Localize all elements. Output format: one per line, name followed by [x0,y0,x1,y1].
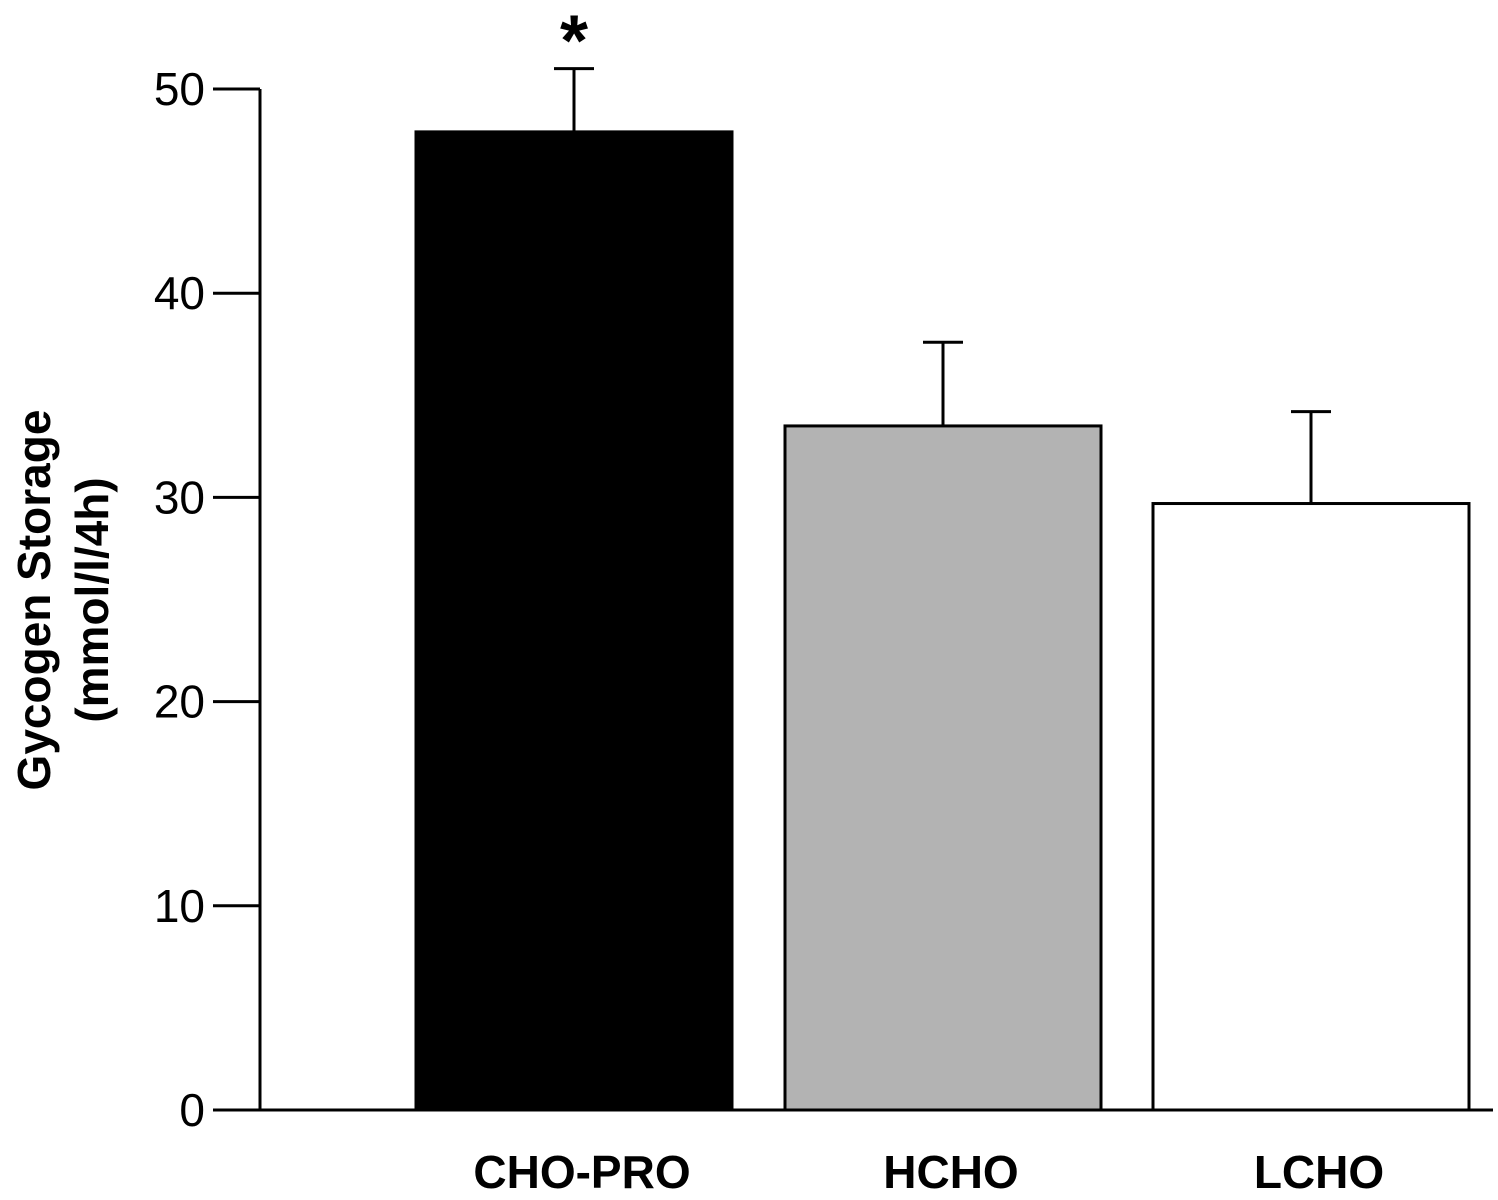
y-tick-label: 0 [179,1084,205,1136]
category-label-lcho: LCHO [1254,1146,1384,1198]
bars [414,130,1471,1112]
y-tick-label: 10 [154,880,205,932]
bar-lcho [1151,502,1471,1112]
category-label-hcho: HCHO [883,1146,1018,1198]
y-axis-label-line2: (mmol/l/4h) [66,477,118,722]
significance-marker: * [560,2,588,82]
error-bars: * [554,2,1331,504]
y-axis-label-line1: Gycogen Storage [8,410,60,791]
bar-hcho [783,424,1103,1112]
bar-cho-pro [414,130,734,1112]
y-tick-label: 30 [154,471,205,523]
y-tick-label: 50 [154,63,205,115]
y-tick-label: 20 [154,676,205,728]
category-labels: CHO-PRO HCHO LCHO [473,1146,1384,1198]
category-label-cho-pro: CHO-PRO [473,1146,690,1198]
y-axis: 0 10 20 30 40 50 [154,63,262,1136]
y-tick-label: 40 [154,267,205,319]
